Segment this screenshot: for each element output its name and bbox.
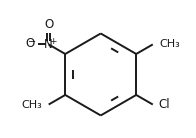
- Text: Cl: Cl: [158, 98, 170, 111]
- Text: CH₃: CH₃: [159, 39, 180, 49]
- Text: −: −: [27, 37, 36, 47]
- Text: O: O: [25, 37, 35, 50]
- Text: +: +: [49, 37, 56, 46]
- Text: CH₃: CH₃: [22, 99, 43, 110]
- Text: O: O: [44, 18, 53, 31]
- Text: N: N: [44, 38, 53, 51]
